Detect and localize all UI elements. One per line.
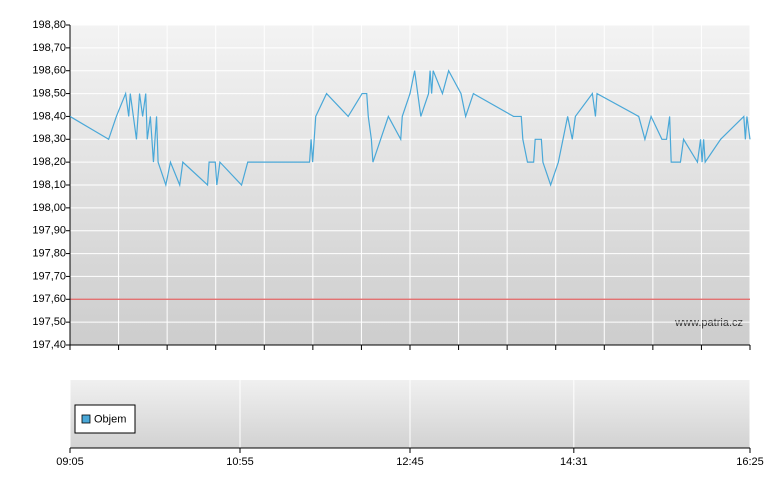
y-tick-label: 198,70 — [32, 42, 66, 54]
y-tick-label: 198,50 — [32, 87, 66, 99]
y-tick-label: 197,50 — [32, 316, 66, 328]
y-tick-label: 198,20 — [32, 156, 66, 168]
y-tick-label: 198,00 — [32, 202, 66, 214]
y-tick-label: 197,80 — [32, 247, 66, 259]
y-tick-label: 198,30 — [32, 133, 66, 145]
y-tick-label: 198,80 — [32, 19, 66, 31]
x-tick-label: 09:05 — [56, 456, 84, 468]
x-tick-label: 14:31 — [560, 456, 588, 468]
price-line — [69, 69, 751, 188]
y-tick-label: 197,40 — [32, 339, 66, 351]
y-tick-label: 197,70 — [32, 270, 66, 282]
y-tick-label: 198,40 — [32, 110, 66, 122]
y-tick-label: 198,60 — [32, 65, 66, 77]
x-tick-label: 10:55 — [226, 456, 254, 468]
legend-swatch — [81, 414, 91, 424]
y-tick-label: 198,10 — [32, 179, 66, 191]
legend-label: Objem — [94, 413, 126, 425]
y-tick-label: 197,60 — [32, 293, 66, 305]
x-tick-label: 16:25 — [736, 456, 764, 468]
y-tick-label: 197,90 — [32, 225, 66, 237]
x-tick-label: 12:45 — [396, 456, 424, 468]
watermark: www.patria.cz — [674, 317, 743, 329]
legend: Objem — [74, 404, 136, 434]
